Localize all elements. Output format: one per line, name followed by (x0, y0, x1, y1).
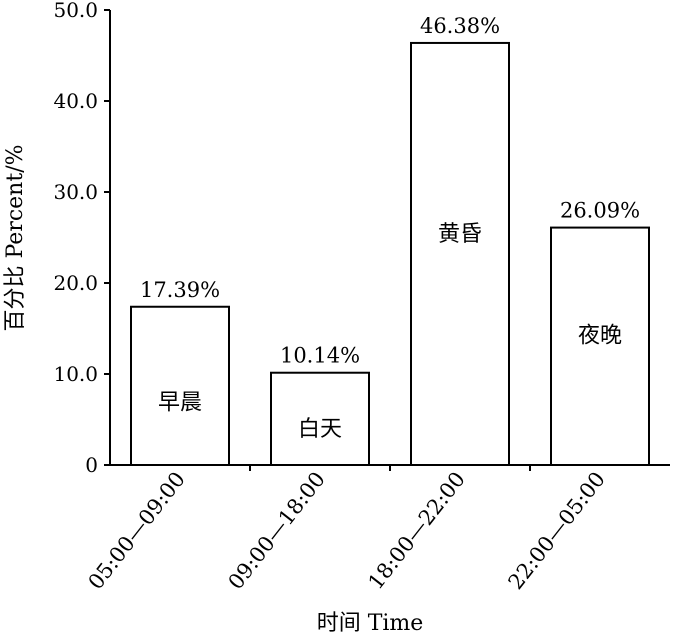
bar-inner-label: 白天 (298, 417, 342, 442)
x-tick-label: 22:00—05:00 (504, 467, 610, 594)
bar-inner-label: 夜晚 (578, 323, 622, 348)
x-tick-label: 18:00—22:00 (364, 467, 470, 594)
y-tick-label: 10.0 (53, 362, 98, 386)
bar-value-label: 26.09% (560, 199, 640, 223)
y-axis-label: 百分比 Percent/% (3, 144, 28, 331)
bar-value-label: 17.39% (140, 278, 220, 302)
bar-value-label: 10.14% (280, 344, 360, 368)
y-tick-label: 40.0 (53, 89, 98, 113)
bar-inner-label: 早晨 (158, 391, 202, 416)
bar (410, 41, 510, 467)
x-tick-label: 05:00—09:00 (84, 467, 190, 594)
plot-area: 0 10.0 20.0 30.0 40.0 50.0 17.39% 早晨 05:00—09:00… (53, 0, 670, 594)
bar (270, 371, 370, 467)
y-tick-label: 0 (85, 453, 98, 477)
bar-value-label: 46.38% (420, 14, 500, 38)
bar-inner-label: 黄昏 (438, 222, 482, 247)
y-tick-label: 50.0 (53, 0, 98, 22)
x-axis-label: 时间 Time (317, 611, 424, 635)
x-tick-label: 09:00—18:00 (224, 467, 330, 594)
y-tick-label: 20.0 (53, 271, 98, 295)
bar (130, 305, 230, 466)
y-tick-label: 30.0 (53, 180, 98, 204)
bar (550, 226, 650, 466)
